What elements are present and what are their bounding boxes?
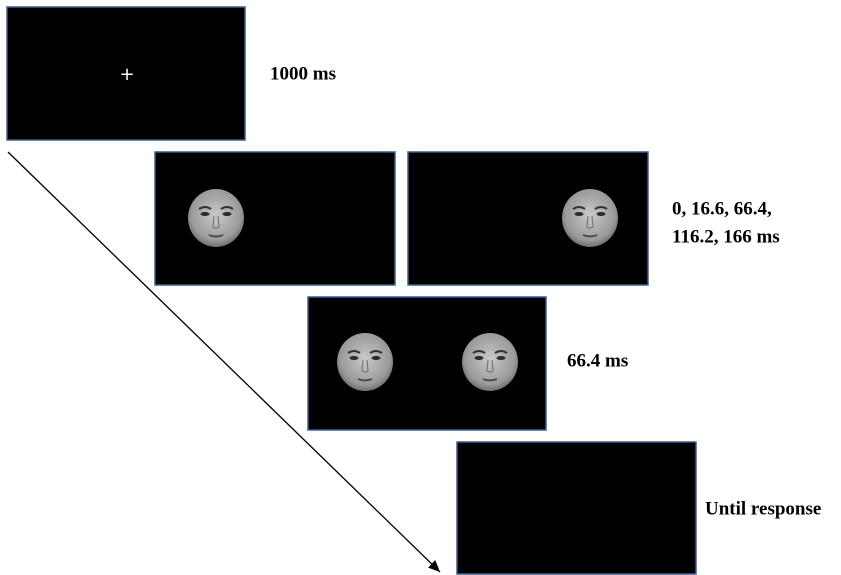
- fixation-cross: +: [119, 64, 134, 85]
- face: [337, 333, 393, 391]
- duration-label: 1000 ms: [270, 63, 336, 84]
- duration-label: Until response: [705, 498, 821, 519]
- response-screen: [457, 442, 696, 574]
- face: [188, 189, 244, 247]
- procedure-diagram: + 1000 ms 0, 16.6, 66.4, 116.2, 166 ms 6…: [0, 0, 841, 575]
- duration-label: 0, 16.6, 66.4,: [672, 198, 772, 219]
- face: [562, 189, 618, 247]
- face: [462, 333, 518, 391]
- duration-label: 116.2, 166 ms: [672, 226, 780, 247]
- duration-label: 66.4 ms: [567, 350, 628, 371]
